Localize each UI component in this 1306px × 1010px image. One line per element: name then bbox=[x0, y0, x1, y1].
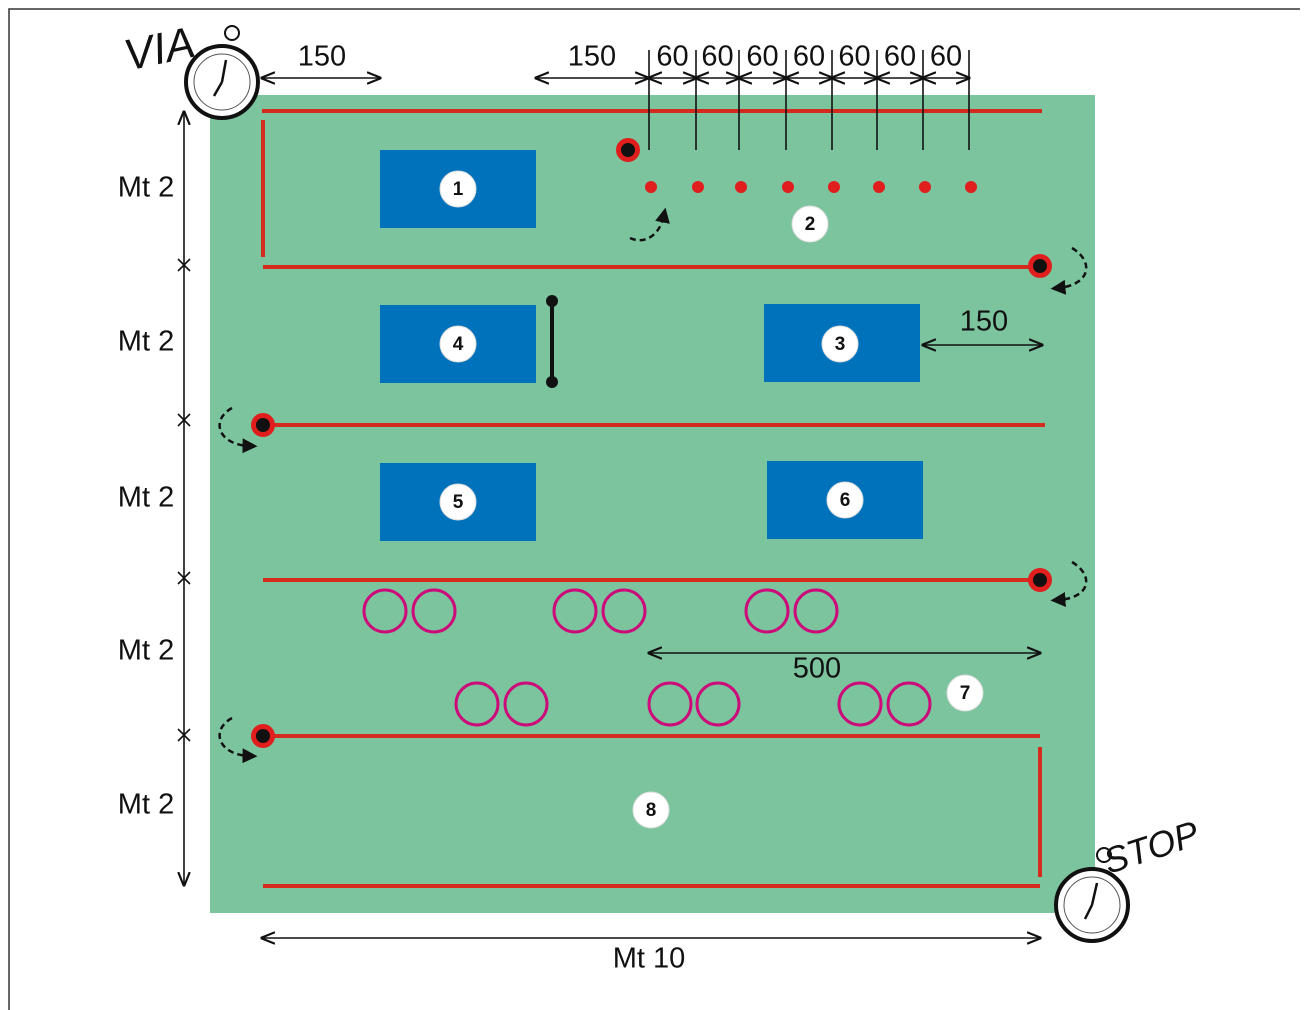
station-number: 3 bbox=[835, 334, 846, 355]
slalom-dot bbox=[873, 181, 885, 193]
cone-center bbox=[256, 729, 270, 743]
ring bbox=[362, 588, 408, 634]
row-separator bbox=[177, 413, 191, 427]
station-badge bbox=[439, 325, 477, 363]
ring bbox=[454, 681, 500, 727]
slalom-dot bbox=[692, 181, 704, 193]
station-number: 8 bbox=[646, 800, 657, 821]
slalom-dot bbox=[782, 181, 794, 193]
dimension-label: 150 bbox=[298, 41, 346, 73]
station-number: 7 bbox=[960, 683, 971, 704]
station-badge bbox=[826, 481, 864, 519]
station-number: 6 bbox=[840, 490, 851, 511]
station-badge bbox=[632, 791, 670, 829]
row-separator bbox=[177, 571, 191, 585]
row-separator bbox=[177, 258, 191, 272]
station-badge bbox=[791, 205, 829, 243]
dimension-label: 60 bbox=[656, 41, 688, 73]
dimension-label: 150 bbox=[960, 306, 1008, 338]
row-label: Mt 2 bbox=[118, 635, 174, 667]
station-number: 1 bbox=[453, 179, 464, 200]
slalom-dot bbox=[919, 181, 931, 193]
slalom-dot bbox=[828, 181, 840, 193]
ring bbox=[647, 681, 693, 727]
frame bbox=[8, 8, 1300, 1010]
slalom-dot bbox=[645, 181, 657, 193]
row-label: Mt 2 bbox=[118, 172, 174, 204]
station-badge bbox=[821, 325, 859, 363]
cone-center bbox=[1033, 573, 1047, 587]
station-number: 5 bbox=[453, 492, 464, 513]
cone-center bbox=[621, 143, 635, 157]
station-number: 4 bbox=[453, 334, 464, 355]
ring bbox=[837, 681, 883, 727]
tape-lines bbox=[261, 109, 1045, 888]
row-separator bbox=[177, 728, 191, 742]
stopwatch-start bbox=[184, 25, 260, 120]
cone-center bbox=[1033, 259, 1047, 273]
station-number: 2 bbox=[805, 214, 816, 235]
dimension-lines bbox=[184, 78, 1042, 938]
ring bbox=[552, 588, 598, 634]
ring bbox=[601, 588, 647, 634]
station-badge bbox=[946, 674, 984, 712]
field bbox=[210, 95, 1095, 913]
ring bbox=[886, 681, 932, 727]
turn-arrows bbox=[218, 207, 1088, 764]
dimension-label: 60 bbox=[701, 41, 733, 73]
dimension-label: 60 bbox=[930, 41, 962, 73]
slalom-dot bbox=[735, 181, 747, 193]
slalom-dot bbox=[965, 181, 977, 193]
dimension-label: 60 bbox=[793, 41, 825, 73]
ring bbox=[793, 588, 839, 634]
row-label: Mt 2 bbox=[118, 326, 174, 358]
pole-bar bbox=[546, 295, 558, 388]
ring bbox=[503, 681, 549, 727]
dimension-label: Mt 10 bbox=[613, 943, 686, 975]
dimension-label: 60 bbox=[884, 41, 916, 73]
ring bbox=[411, 588, 457, 634]
stop-label: STOP bbox=[1098, 813, 1203, 882]
stopwatch-stop bbox=[1054, 847, 1130, 943]
ring bbox=[695, 681, 741, 727]
dimension-label: 500 bbox=[793, 653, 841, 685]
dimension-label: 150 bbox=[568, 41, 616, 73]
dimension-label: 60 bbox=[746, 41, 778, 73]
row-label: Mt 2 bbox=[118, 789, 174, 821]
cone-center bbox=[256, 418, 270, 432]
dimension-label: 60 bbox=[838, 41, 870, 73]
row-label: Mt 2 bbox=[118, 482, 174, 514]
station-badge bbox=[439, 483, 477, 521]
ring bbox=[744, 588, 790, 634]
station-badge bbox=[439, 170, 477, 208]
